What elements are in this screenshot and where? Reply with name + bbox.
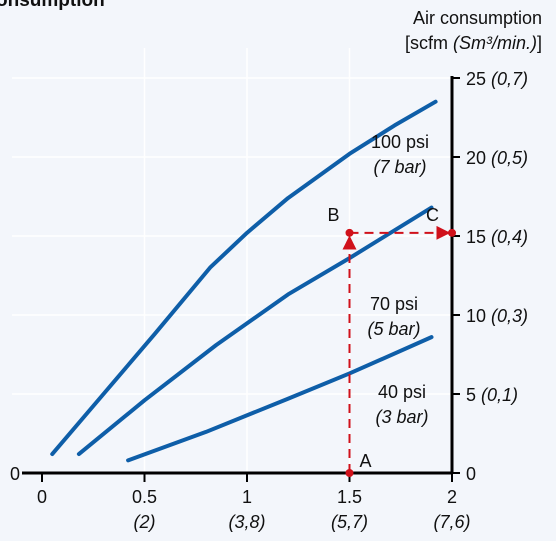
point-label-a: A: [360, 451, 372, 471]
series-line-0: [50, 99, 438, 457]
series-line-1: [76, 205, 434, 457]
series-name-sub: (5 bar): [367, 319, 420, 339]
y-tick-label: 20 (0,5): [466, 148, 528, 168]
y-axis-title: Air consumption: [412, 8, 542, 28]
y-axis-units-line: [scfm (Sm³/min.)]: [405, 31, 542, 56]
units-suffix: ]: [536, 33, 542, 53]
series-name: 40 psi: [378, 382, 426, 402]
y-tick-label: 15 (0,4): [466, 227, 528, 247]
x-tick-label: 1: [242, 487, 252, 507]
y-tick-label: 0: [466, 464, 476, 484]
x-tick-label: 1.5: [337, 487, 362, 507]
series-name: 70 psi: [370, 294, 418, 314]
y-axis-units: Air consumption [scfm (Sm³/min.)]: [405, 6, 542, 56]
series-name-sub: (3 bar): [375, 407, 428, 427]
y-tick-label: 10 (0,3): [466, 306, 528, 326]
series-line-2: [126, 335, 434, 463]
y-tick-label: 5 (0,1): [466, 385, 518, 405]
point-label-b: B: [328, 205, 340, 225]
x-tick-label: 2: [447, 487, 457, 507]
series-name-sub: (7 bar): [373, 157, 426, 177]
left-zero-label: 0: [10, 464, 20, 484]
x-tick-sublabel: (2): [134, 512, 156, 532]
chart-title: onsumption: [0, 0, 105, 11]
x-tick-sublabel: (7,6): [433, 512, 470, 532]
point-label-c: C: [426, 205, 439, 225]
x-tick-sublabel: (3,8): [228, 512, 265, 532]
x-tick-sublabel: (5,7): [331, 512, 368, 532]
units-prefix: [scfm: [404, 33, 453, 53]
x-tick-label: 0.5: [132, 487, 157, 507]
y-tick-label: 25 (0,7): [466, 69, 528, 89]
series-name: 100 psi: [371, 132, 429, 152]
x-tick-label: 0: [37, 487, 47, 507]
point-c: [448, 228, 456, 237]
point-b: [345, 228, 354, 237]
point-a: [345, 469, 354, 477]
units-italic: (Sm³/min.): [452, 33, 537, 53]
